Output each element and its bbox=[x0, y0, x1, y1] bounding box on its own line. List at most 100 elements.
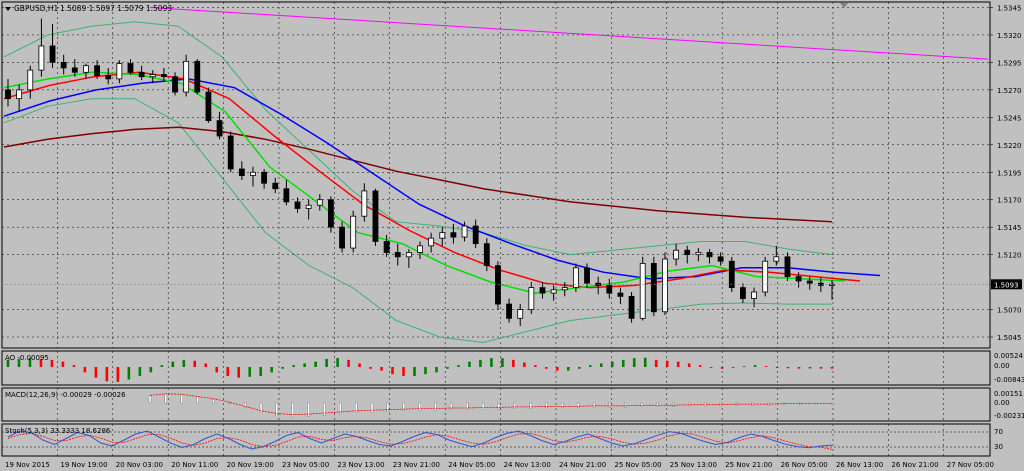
ao-bar bbox=[512, 359, 515, 367]
macd-axis-zero: 0.00 bbox=[994, 399, 1010, 407]
time-tick-label: 20 Nov 19:00 bbox=[227, 461, 274, 469]
ao-bar bbox=[116, 367, 120, 382]
ao-bar bbox=[501, 358, 504, 367]
ao-bar bbox=[742, 366, 746, 367]
candle-body bbox=[762, 260, 769, 293]
candle-body bbox=[572, 267, 579, 288]
ao-histogram bbox=[6, 357, 834, 382]
ao-bar bbox=[709, 367, 713, 368]
candle-body bbox=[116, 63, 123, 80]
ao-bar bbox=[314, 361, 317, 367]
macd-bar bbox=[418, 402, 421, 411]
ao-bar bbox=[720, 367, 724, 369]
ao-bar bbox=[413, 367, 416, 376]
ao-bar bbox=[204, 363, 208, 367]
ao-bar bbox=[149, 367, 153, 373]
ao-bar bbox=[138, 367, 142, 376]
time-tick-label: 19 Nov 2015 bbox=[5, 461, 50, 469]
ao-bar bbox=[39, 358, 43, 367]
macd-bar bbox=[196, 396, 199, 404]
ao-grid bbox=[57, 351, 945, 385]
chevron-down-icon[interactable] bbox=[5, 7, 11, 11]
price-tick-label: 1.5120 bbox=[997, 252, 1022, 260]
macd-pane[interactable] bbox=[1, 387, 991, 422]
ao-bar bbox=[808, 367, 812, 369]
time-tick-label: 24 Nov 21:00 bbox=[559, 461, 606, 469]
ao-bar bbox=[281, 367, 284, 369]
ao-bar bbox=[654, 359, 658, 367]
ma-long-line bbox=[3, 126, 833, 223]
price-tick-label: 1.5070 bbox=[997, 307, 1022, 315]
price-tick-label: 1.5345 bbox=[997, 4, 1022, 12]
ao-bar bbox=[610, 361, 614, 367]
candle-body bbox=[316, 199, 323, 206]
bollinger-lower-line bbox=[3, 98, 832, 344]
ao-bar bbox=[775, 367, 779, 368]
macd-bar bbox=[561, 402, 564, 409]
ao-bar bbox=[94, 367, 98, 378]
time-tick-label: 19 Nov 19:00 bbox=[60, 461, 107, 469]
candle-body bbox=[428, 237, 435, 247]
symbol-title: GBPUSD,H1 bbox=[14, 4, 59, 13]
candle-body bbox=[728, 260, 735, 288]
price-tick-label: 1.5170 bbox=[997, 197, 1022, 205]
trendline[interactable] bbox=[149, 6, 989, 60]
ao-bar bbox=[171, 361, 175, 367]
candle-body bbox=[561, 287, 568, 291]
ao-bar bbox=[105, 367, 109, 382]
candle-body bbox=[94, 65, 100, 76]
ao-bar bbox=[270, 367, 273, 373]
ao-bar bbox=[643, 357, 647, 367]
candle-body bbox=[740, 287, 746, 299]
ao-bar bbox=[446, 367, 449, 369]
macd-bar bbox=[291, 402, 294, 418]
ao-bar bbox=[490, 358, 493, 367]
ao-bar bbox=[523, 362, 526, 367]
current-price-label: 1.5093 bbox=[994, 281, 1019, 289]
macd-bar bbox=[180, 394, 183, 404]
macd-bar bbox=[434, 402, 437, 411]
ao-bar bbox=[424, 367, 427, 375]
price-axis: 1.5345 1.5320 1.5295 1.5270 1.5245 1.5220 1.51… bbox=[990, 4, 1022, 342]
macd-bar bbox=[640, 402, 643, 407]
stoch-pane[interactable] bbox=[1, 423, 991, 457]
price-tick-label: 1.5145 bbox=[997, 224, 1022, 232]
stoch-label: Stoch(5,3,3) 33.3333 18.6286 bbox=[5, 427, 111, 435]
candle-body bbox=[673, 249, 680, 260]
ao-bar bbox=[588, 365, 592, 367]
ao-bar bbox=[468, 361, 471, 367]
ao-bar bbox=[369, 367, 372, 369]
ao-pane[interactable] bbox=[1, 350, 991, 386]
macd-signal-line bbox=[149, 393, 832, 416]
time-tick-label: 20 Nov 11:00 bbox=[171, 461, 218, 469]
time-tick-label: 23 Nov 13:00 bbox=[337, 461, 384, 469]
candle-body bbox=[606, 284, 613, 294]
ao-bar bbox=[786, 367, 790, 369]
stoch-axis-30: 30 bbox=[994, 443, 1003, 451]
macd-bar bbox=[275, 402, 279, 416]
ao-bar bbox=[391, 367, 394, 375]
macd-bar bbox=[529, 402, 532, 409]
candle-body bbox=[706, 252, 713, 258]
stoch-main-line bbox=[7, 430, 833, 450]
macd-bar bbox=[592, 402, 596, 408]
candle-body bbox=[628, 295, 635, 319]
candle-body bbox=[294, 201, 301, 209]
stoch-signal-line bbox=[7, 432, 833, 450]
candle-body bbox=[216, 120, 223, 137]
macd-axis-top: 0.00151 bbox=[994, 390, 1023, 398]
chart-shift-marker-icon[interactable] bbox=[840, 3, 848, 8]
candle-body bbox=[417, 245, 423, 253]
macd-bar bbox=[656, 402, 659, 407]
time-tick-label: 24 Nov 05:00 bbox=[448, 461, 495, 469]
ao-bar bbox=[567, 367, 570, 371]
ao-axis-top: 0.00524 bbox=[994, 352, 1023, 360]
candle-body bbox=[495, 265, 501, 305]
ao-bar bbox=[358, 363, 361, 367]
macd-bar bbox=[339, 402, 342, 415]
candles[interactable] bbox=[5, 18, 835, 327]
candle-body bbox=[639, 263, 646, 319]
candle-body bbox=[539, 287, 546, 294]
